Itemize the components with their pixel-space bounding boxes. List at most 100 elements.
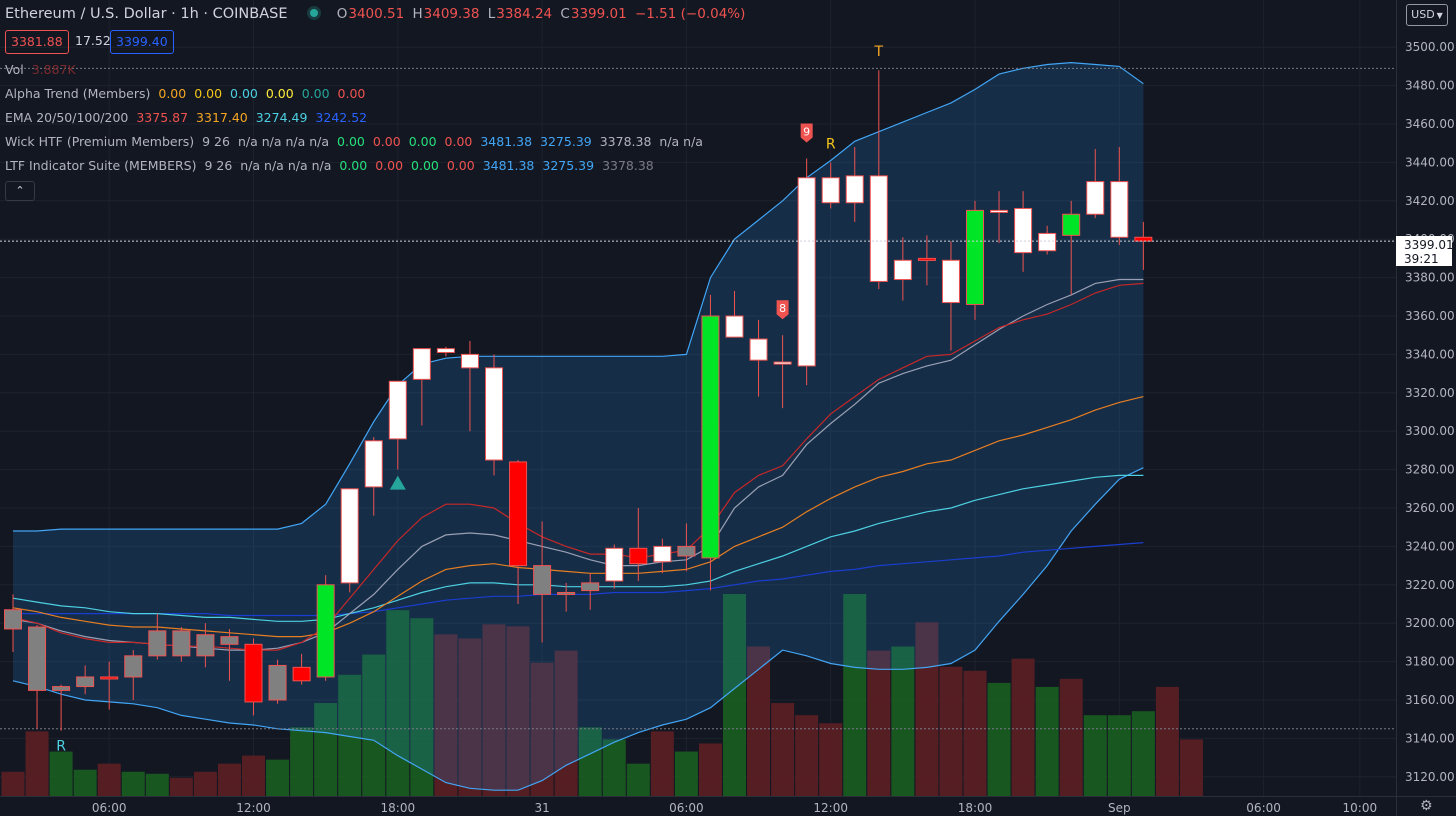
- candle: [1086, 148, 1105, 219]
- candle-body: [244, 643, 263, 703]
- volume-bar: [458, 638, 482, 796]
- candle-body: [412, 348, 431, 380]
- legend-vol[interactable]: Vol 3.887K: [5, 62, 76, 77]
- volume-bar: [1107, 715, 1131, 796]
- y-tick-label: 3120.00: [1405, 770, 1455, 784]
- volume-bar: [73, 769, 97, 796]
- volume-bar: [434, 634, 458, 796]
- volume-bar: [1035, 686, 1059, 796]
- y-tick-label: 3500.00: [1405, 40, 1455, 54]
- candle: [172, 627, 191, 662]
- legend-ltf-suite[interactable]: LTF Indicator Suite (MEMBERS) 9 26 n/a n…: [5, 158, 654, 173]
- chevron-up-icon: ⌃: [15, 184, 25, 197]
- candle-body: [725, 315, 744, 338]
- x-tick-label: 31: [534, 801, 549, 815]
- volume-series: [1, 594, 1203, 796]
- gear-icon[interactable]: ⚙: [1420, 798, 1433, 814]
- candle: [990, 191, 1009, 244]
- volume-bar: [795, 715, 819, 796]
- candle: [485, 354, 503, 476]
- candle: [533, 521, 552, 643]
- candle-body: [364, 440, 383, 488]
- candle-body: [172, 630, 191, 657]
- y-tick-label: 3180.00: [1405, 655, 1455, 669]
- volume-bar: [49, 751, 73, 796]
- candle-body: [76, 676, 95, 688]
- x-tick-label: 12:00: [813, 801, 848, 815]
- bollinger-fill: [13, 62, 1144, 791]
- volume-bar: [987, 682, 1011, 796]
- volume-bar: [97, 763, 121, 796]
- signal-label: T: [874, 44, 884, 60]
- volume-bar: [1131, 711, 1155, 796]
- candle-body: [1110, 181, 1129, 238]
- candle-body: [148, 630, 167, 657]
- candle-body: [605, 547, 624, 582]
- volume-bar: [530, 662, 554, 796]
- signal-label: R: [56, 739, 66, 755]
- volume-bar: [963, 670, 987, 796]
- volume-bar: [674, 751, 698, 796]
- signal-label: R: [826, 136, 836, 152]
- candle-body: [845, 175, 864, 204]
- candle-body: [100, 676, 119, 680]
- candle: [966, 200, 984, 320]
- candle-body: [533, 565, 552, 595]
- volume-bar: [121, 771, 145, 796]
- y-tick-label: 3200.00: [1405, 616, 1455, 630]
- candle-body: [581, 582, 600, 592]
- candle: [1134, 221, 1153, 270]
- candle: [821, 162, 840, 209]
- candle-body: [990, 209, 1009, 213]
- candle-body: [388, 380, 407, 440]
- ema200-line: [13, 542, 1144, 617]
- volume-bar: [819, 723, 843, 796]
- candle: [436, 346, 455, 357]
- volume-bar: [771, 703, 795, 796]
- candle-body: [52, 686, 71, 691]
- sell-price-button[interactable]: 3381.88: [5, 30, 69, 54]
- symbol-title[interactable]: Ethereum / U.S. Dollar · 1h · COINBASE O…: [5, 6, 753, 22]
- candle: [557, 582, 576, 612]
- legend-ema[interactable]: EMA 20/50/100/200 3375.87 3317.40 3274.4…: [5, 110, 368, 125]
- collapse-legend-button[interactable]: ⌃: [5, 181, 35, 201]
- candle-body: [268, 664, 287, 701]
- candle: [605, 544, 624, 589]
- candles: [4, 70, 1153, 731]
- candle: [653, 538, 672, 574]
- y-tick-label: 3340.00: [1405, 347, 1455, 361]
- candle-body: [485, 367, 503, 461]
- candle: [701, 294, 720, 591]
- candle-body: [316, 584, 335, 678]
- bar-countdown: 39:21: [1404, 252, 1439, 266]
- volume-bar: [290, 727, 314, 796]
- candle: [76, 665, 95, 695]
- candle: [292, 653, 311, 685]
- y-tick-label: 3220.00: [1405, 578, 1455, 592]
- candle-body: [460, 353, 479, 369]
- volume-bar: [723, 594, 746, 796]
- candle: [677, 523, 696, 572]
- legend-wick-htf[interactable]: Wick HTF (Premium Members) 9 26 n/a n/a …: [5, 134, 703, 149]
- candle: [773, 335, 792, 409]
- candle-body: [893, 259, 912, 281]
- volume-bar: [554, 650, 578, 796]
- candle: [196, 623, 215, 668]
- candle-body: [966, 209, 984, 305]
- price-axis-bg: [1396, 0, 1456, 816]
- buy-price-button[interactable]: 3399.40: [110, 30, 174, 54]
- candle: [893, 237, 912, 301]
- currency-select[interactable]: USD ▼: [1406, 4, 1448, 26]
- candle-body: [701, 315, 720, 559]
- candle-body: [749, 338, 768, 361]
- y-tick-label: 3440.00: [1405, 155, 1455, 169]
- legend-alpha-trend[interactable]: Alpha Trend (Members) 0.00 0.00 0.00 0.0…: [5, 86, 366, 101]
- candle: [412, 348, 431, 426]
- candle: [244, 638, 263, 716]
- x-tick-label: 06:00: [92, 801, 127, 815]
- volume-bar: [1, 771, 25, 796]
- volume-bar: [482, 624, 506, 796]
- candle-body: [629, 547, 648, 565]
- y-tick-label: 3380.00: [1405, 271, 1455, 285]
